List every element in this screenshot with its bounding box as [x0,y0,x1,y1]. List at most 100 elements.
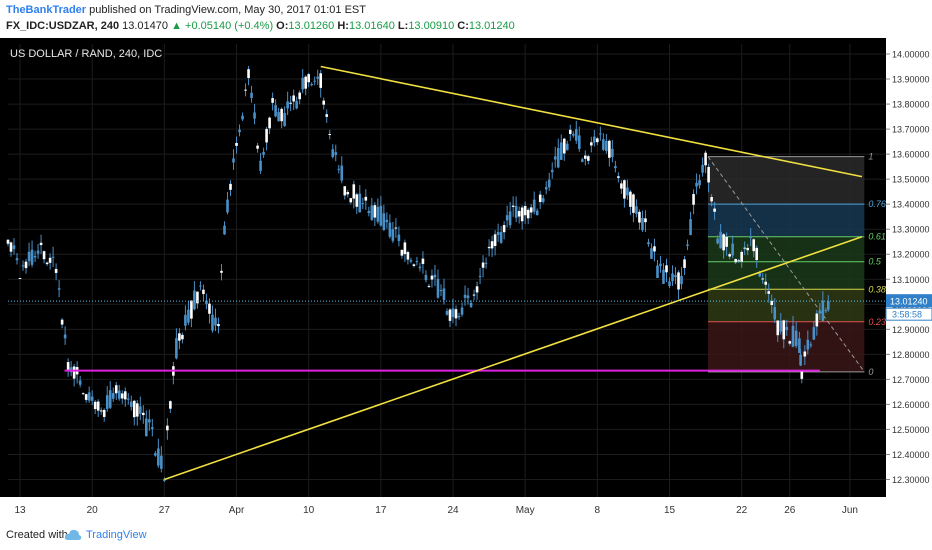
price-chart[interactable]: 1 0.764 0.618 0.5 0.382 0.236 0 14.00000 13.900… [0,38,932,522]
candle-body [605,141,608,151]
candle-body [638,212,641,223]
close-value: 13.01240 [469,20,515,32]
candle-body [521,208,524,222]
candle-body [599,133,602,134]
candle-body [142,413,145,415]
candle-body [737,260,740,261]
candle-body [491,241,494,248]
chart-area[interactable]: 1 0.764 0.618 0.5 0.382 0.236 0 14.00000 13.900… [0,38,932,522]
candle-body [247,69,250,78]
candle-body [734,259,737,262]
candle-body [620,183,623,188]
candle-body [319,73,322,88]
candle-body [187,310,190,323]
candle-body [683,259,686,268]
candle-body [154,453,157,455]
candle-body [449,309,452,320]
candle-body [551,170,554,172]
candle-body [229,184,232,190]
candle-body [365,197,368,201]
candle-body [265,129,268,142]
candle-body [764,282,767,285]
candle-body [109,390,112,408]
candle-body [274,105,277,116]
candle-body [316,77,319,79]
candle-body [575,129,578,140]
low-label: L: [398,20,408,32]
candle-body [413,264,416,266]
candle-body [359,194,362,213]
candle-body [822,301,825,321]
candle-body [779,321,782,332]
candle-body [440,290,443,291]
candle-body [527,210,530,218]
candle-body [512,206,515,207]
candle-body [641,218,644,230]
candle-body [208,304,211,314]
candle-body [584,156,587,159]
candle-body [716,239,719,244]
x-tick-label: 24 [447,505,459,516]
candle-body [731,244,734,256]
candle-body [749,237,752,238]
candle-body [220,271,223,273]
candle-body [46,263,49,264]
candle-body [425,275,428,280]
candle-body [482,263,485,268]
candle-body [331,149,334,157]
candle-body [524,206,527,215]
symbol-label: FX_IDC:USDZAR, 240 [6,20,119,32]
candle-body [437,279,440,298]
tradingview-brand[interactable]: TradingView [86,529,147,541]
candle-body [334,152,337,155]
candle-body [581,159,584,162]
candle-body [199,286,202,287]
fib-zone [708,289,864,322]
candle-body [88,392,91,400]
candle-body [175,338,178,358]
symbol-line: FX_IDC:USDZAR, 240 13.01470 ▲ +0.05140 (… [6,20,515,32]
tradingview-cloud-icon [64,527,82,543]
candle-body [100,410,103,411]
candle-body [368,211,371,213]
candle-body [671,273,674,281]
candle-body [515,206,518,218]
candle-body [539,195,542,202]
candle-body [193,291,196,310]
candle-body [569,130,572,134]
candle-body [283,113,286,126]
candle-body [500,232,503,243]
candle-body [560,142,563,159]
candle-body [422,259,425,264]
candle-body [298,93,301,100]
candle-body [34,256,37,257]
candle-body [343,186,346,195]
high-value: 13.01640 [349,20,395,32]
candle-body [133,401,136,417]
candle-body [211,315,214,331]
candle-body [713,209,716,212]
candle-body [232,158,235,162]
candle-body [22,265,25,266]
candle-body [626,188,629,196]
candle-body [235,143,238,146]
candle-body [301,78,304,90]
y-tick-label: 12.80000 [892,350,930,360]
fib-level-label: 0 [868,367,873,377]
candle-body [404,242,407,254]
candle-body [719,232,722,249]
candle-body [407,252,410,260]
candle-body [380,206,383,226]
candle-body [464,295,467,298]
x-tick-label: Jun [842,505,858,516]
candle-body [214,318,217,326]
candle-body [746,248,749,250]
fib-level-label: 1 [868,152,873,162]
candle-body [386,220,389,222]
candle-body [752,239,755,251]
y-tick-label: 13.60000 [892,150,930,160]
y-tick-label: 13.50000 [892,175,930,185]
candle-body [73,366,76,378]
author-link[interactable]: TheBankTrader [6,4,86,16]
candle-body [292,95,295,101]
